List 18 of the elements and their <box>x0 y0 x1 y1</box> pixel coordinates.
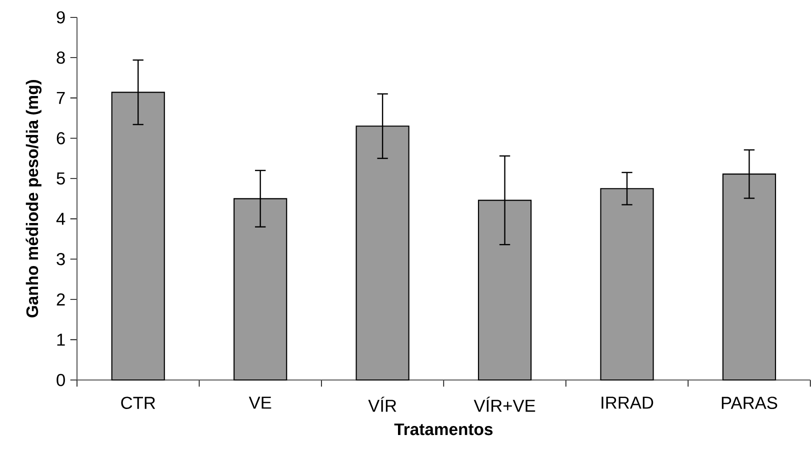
y-tick-label: 3 <box>56 252 65 266</box>
y-tick-label: 0 <box>56 374 65 386</box>
x-tick-label: PARAS <box>722 396 778 409</box>
x-tick-label: CTR <box>121 396 156 409</box>
y-tick-label: 7 <box>56 92 65 104</box>
y-tick-label: 1 <box>57 334 65 346</box>
y-tick-label: 9 <box>56 11 65 24</box>
y-tick-label: 6 <box>56 132 65 144</box>
y-tick-label: 4 <box>56 212 66 225</box>
y-tick-label: 5 <box>56 172 65 185</box>
y-tick-label: 8 <box>56 51 65 64</box>
x-tick-label: VE <box>248 396 272 409</box>
y-axis-title: Ganho médiode peso/dia (mg) <box>26 80 42 318</box>
x-axis-title: Tratamentos <box>394 424 493 436</box>
y-tick-label: 2 <box>56 293 65 306</box>
x-tick-label: VÍR+VE <box>474 396 536 412</box>
x-tick-label: VÍR <box>368 396 396 412</box>
x-tick-label: IRRAD <box>602 396 654 409</box>
